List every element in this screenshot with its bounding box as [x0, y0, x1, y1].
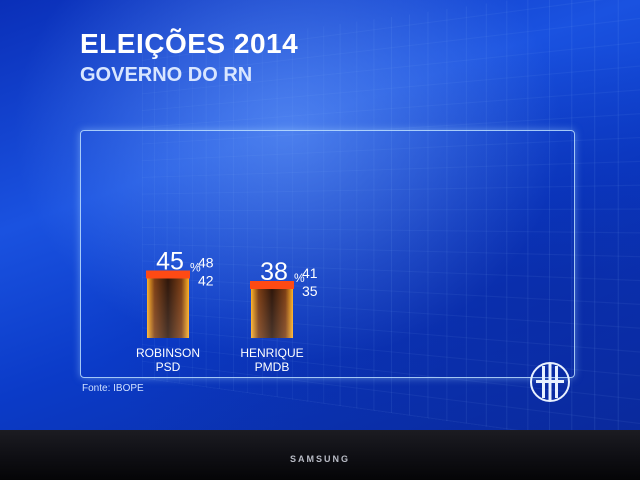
party-label: PSD: [156, 360, 181, 374]
bar-value-label: 45: [156, 248, 184, 276]
lower-bound-label: 35: [302, 283, 318, 299]
upper-bound-label: 48: [198, 255, 214, 271]
bar-highlight: [251, 281, 293, 338]
bar-value-label: 38: [260, 258, 288, 286]
upper-bound-label: 41: [302, 265, 318, 281]
broadcaster-logo-icon: [528, 360, 572, 404]
source-label: Fonte: IBOPE: [82, 383, 144, 394]
category-label: HENRIQUE: [240, 346, 303, 360]
tv-screen: ELEIÇÕES 2014 GOVERNO DO RN 45% 48 42 ROBIN…: [0, 0, 640, 430]
tv-brand-label: SAMSUNG: [0, 454, 640, 464]
bar-highlight: [147, 271, 189, 339]
category-label: ROBINSON: [136, 346, 200, 360]
lower-bound-label: 42: [198, 273, 214, 289]
party-label: PMDB: [255, 360, 290, 374]
